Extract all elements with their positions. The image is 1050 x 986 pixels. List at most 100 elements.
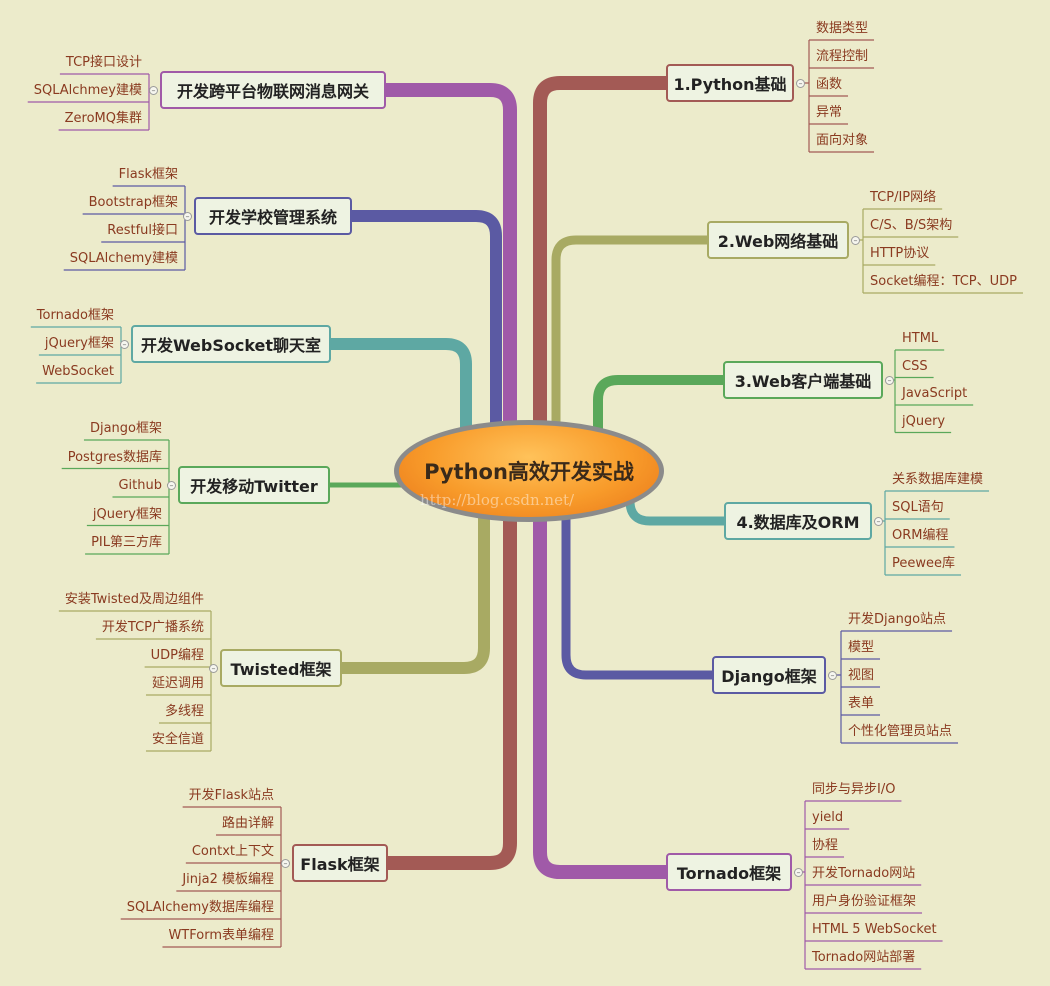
leaf-right-3-0[interactable]: 关系数据库建模 <box>892 472 984 487</box>
topic-left-5-label: Flask框架 <box>300 855 380 874</box>
collapse-toggle-right-0[interactable]: – <box>796 79 805 88</box>
leaf-right-5-5[interactable]: HTML 5 WebSocket <box>812 922 937 937</box>
leaf-left-4-3[interactable]: 延迟调用 <box>151 676 204 691</box>
topic-left-0[interactable]: 开发跨平台物联网消息网关 <box>160 71 386 109</box>
leaf-left-3-0[interactable]: Django框架 <box>89 421 162 436</box>
topic-right-0[interactable]: 1.Python基础 <box>666 64 794 102</box>
topic-right-0-label: 1.Python基础 <box>673 75 787 94</box>
collapse-toggle-right-4[interactable]: – <box>828 671 837 680</box>
topic-right-5-label: Tornado框架 <box>676 864 782 883</box>
leaf-left-5-3[interactable]: Jinja2 模板编程 <box>182 872 274 887</box>
leaf-right-4-1[interactable]: 模型 <box>848 640 875 655</box>
leaf-rail-right-1 <box>859 209 864 293</box>
central-topic[interactable]: Python高效开发实战 <box>394 420 664 522</box>
leaf-right-3-3[interactable]: Peewee库 <box>892 556 956 571</box>
topic-right-5[interactable]: Tornado框架 <box>666 853 792 891</box>
leaf-left-2-2[interactable]: WebSocket <box>42 364 114 379</box>
leaf-right-2-2[interactable]: JavaScript <box>902 386 968 401</box>
leaf-left-5-4[interactable]: SQLAlchemy数据库编程 <box>126 900 274 915</box>
collapse-toggle-right-5[interactable]: – <box>794 868 803 877</box>
right-branch-0 <box>533 76 666 440</box>
collapse-toggle-right-1[interactable]: – <box>851 236 860 245</box>
leaf-rail-right-4 <box>836 631 842 743</box>
leaf-right-1-1[interactable]: C/S、B/S架构 <box>870 218 953 233</box>
leaf-right-4-2[interactable]: 视图 <box>848 668 875 683</box>
leaf-left-4-5[interactable]: 安全信道 <box>151 732 204 747</box>
leaf-right-4-0[interactable]: 开发Django站点 <box>848 612 947 627</box>
leaf-right-5-3[interactable]: 开发Tornado网站 <box>812 866 916 881</box>
leaf-left-5-0[interactable]: 开发Flask站点 <box>188 788 274 803</box>
leaf-left-3-3[interactable]: jQuery框架 <box>92 506 162 522</box>
left-branch-5 <box>388 500 517 870</box>
collapse-toggle-left-3[interactable]: – <box>167 481 176 490</box>
topic-right-2-label: 3.Web客户端基础 <box>734 372 872 391</box>
topic-left-5[interactable]: Flask框架 <box>292 844 388 882</box>
leaf-left-4-4[interactable]: 多线程 <box>164 704 204 719</box>
leaf-right-0-4[interactable]: 面向对象 <box>816 133 869 148</box>
leaf-right-2-3[interactable]: jQuery <box>902 413 946 429</box>
leaf-left-5-2[interactable]: Contxt上下文 <box>191 844 274 859</box>
leaf-left-5-1[interactable]: 路由详解 <box>221 816 274 831</box>
leaf-left-3-4[interactable]: PIL第三方库 <box>91 535 162 550</box>
leaf-right-5-1[interactable]: yield <box>812 810 844 825</box>
collapse-toggle-left-4[interactable]: – <box>209 664 218 673</box>
topic-right-3[interactable]: 4.数据库及ORM <box>724 502 872 540</box>
leaf-right-5-2[interactable]: 协程 <box>812 838 839 853</box>
leaf-left-4-2[interactable]: UDP编程 <box>150 648 204 663</box>
leaf-left-5-5[interactable]: WTForm表单编程 <box>168 928 274 943</box>
leaf-left-0-0[interactable]: TCP接口设计 <box>65 55 142 70</box>
leaf-left-0-2[interactable]: ZeroMQ集群 <box>64 111 142 126</box>
left-branch-2 <box>331 338 472 440</box>
right-branch-4 <box>561 480 712 680</box>
collapse-toggle-left-1[interactable]: – <box>183 212 192 221</box>
topic-left-4[interactable]: Twisted框架 <box>220 649 342 687</box>
leaf-left-3-1[interactable]: Postgres数据库 <box>67 449 162 465</box>
topic-left-3[interactable]: 开发移动Twitter <box>178 466 330 504</box>
leaf-left-3-2[interactable]: Github <box>118 478 162 493</box>
topic-right-1-label: 2.Web网络基础 <box>717 232 839 251</box>
leaf-right-2-1[interactable]: CSS <box>902 358 928 374</box>
topic-left-1[interactable]: 开发学校管理系统 <box>194 197 352 235</box>
topic-left-3-label: 开发移动Twitter <box>190 477 318 496</box>
collapse-toggle-left-5[interactable]: – <box>281 859 290 868</box>
leaf-right-0-0[interactable]: 数据类型 <box>816 21 869 36</box>
leaf-left-4-0[interactable]: 安装Twisted及周边组件 <box>64 592 204 607</box>
leaf-right-0-2[interactable]: 函数 <box>816 77 843 92</box>
topic-left-2[interactable]: 开发WebSocket聊天室 <box>131 325 331 363</box>
leaf-left-0-1[interactable]: SQLAlchmey建模 <box>33 83 142 98</box>
leaf-left-4-1[interactable]: 开发TCP广播系统 <box>101 620 204 635</box>
collapse-toggle-right-2[interactable]: – <box>885 376 894 385</box>
leaf-rail-right-2 <box>893 350 896 433</box>
left-branch-1 <box>352 210 502 440</box>
leaf-right-5-6[interactable]: Tornado网站部署 <box>812 950 916 965</box>
leaf-right-4-4[interactable]: 个性化管理员站点 <box>848 724 953 739</box>
leaf-right-5-4[interactable]: 用户身份验证框架 <box>812 894 917 909</box>
leaf-right-1-3[interactable]: Socket编程：TCP、UDP <box>870 274 1017 289</box>
leaf-right-0-1[interactable]: 流程控制 <box>816 49 869 64</box>
collapse-toggle-left-0[interactable]: – <box>149 86 158 95</box>
collapse-toggle-right-3[interactable]: – <box>874 517 883 526</box>
topic-right-1[interactable]: 2.Web网络基础 <box>707 221 849 259</box>
leaf-left-1-2[interactable]: Restful接口 <box>107 223 178 238</box>
leaf-right-1-0[interactable]: TCP/IP网络 <box>870 190 937 205</box>
collapse-toggle-left-2[interactable]: – <box>120 340 129 349</box>
leaf-left-1-0[interactable]: Flask框架 <box>118 167 178 182</box>
leaf-right-0-3[interactable]: 异常 <box>816 105 843 120</box>
left-branch-4 <box>342 500 490 674</box>
leaf-right-3-1[interactable]: SQL语句 <box>892 500 944 515</box>
leaf-left-1-1[interactable]: Bootstrap框架 <box>88 195 178 210</box>
leaf-right-5-0[interactable]: 同步与异步I/O <box>812 782 896 797</box>
central-topic-label: Python高效开发实战 <box>424 460 634 484</box>
leaf-right-1-2[interactable]: HTTP协议 <box>870 246 930 261</box>
leaf-left-2-0[interactable]: Tornado框架 <box>36 308 114 323</box>
leaf-right-4-3[interactable]: 表单 <box>848 696 875 711</box>
topic-right-2[interactable]: 3.Web客户端基础 <box>723 361 883 399</box>
right-branch-1 <box>551 235 707 440</box>
topic-right-4[interactable]: Django框架 <box>712 656 826 694</box>
leaf-right-2-0[interactable]: HTML <box>902 331 939 346</box>
leaf-left-1-3[interactable]: SQLAlchemy建模 <box>69 251 178 266</box>
leaf-left-2-1[interactable]: jQuery框架 <box>44 336 114 351</box>
leaf-right-3-2[interactable]: ORM编程 <box>892 528 949 543</box>
